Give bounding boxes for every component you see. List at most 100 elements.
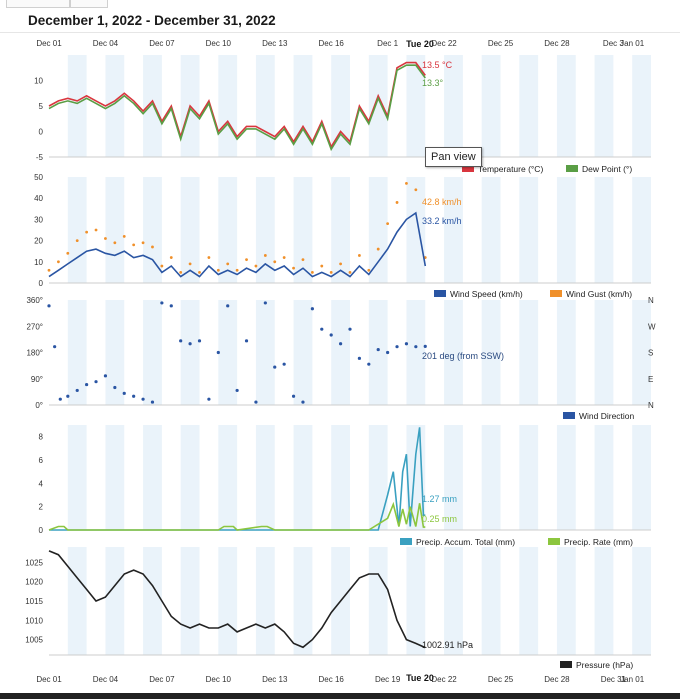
direction-point bbox=[141, 397, 145, 401]
direction-point bbox=[310, 307, 314, 311]
gust-point bbox=[113, 241, 117, 245]
y-tick-label: 50 bbox=[34, 173, 43, 182]
temperature-panel: 10 5 0 -5 13.5 °C 13.3° Tue 20 Temperature (°C)… bbox=[34, 39, 632, 174]
gust-point bbox=[104, 237, 107, 240]
shade-band bbox=[293, 547, 313, 655]
shade-band bbox=[218, 55, 238, 157]
shade-band bbox=[556, 547, 576, 655]
shade-band bbox=[218, 547, 238, 655]
gust-point bbox=[254, 264, 258, 268]
wind-direction-panel: 360° N 270° W 180° S 90° E 0° N 201 deg (from SSW)… bbox=[26, 296, 656, 421]
legend-label: Wind Speed (km/h) bbox=[450, 289, 523, 299]
x-tick-label-bottom: Dec 22 bbox=[431, 675, 457, 684]
y-tick-label: 180° bbox=[26, 349, 43, 358]
series-line-temperature-c- bbox=[48, 61, 426, 149]
gust-point bbox=[329, 271, 333, 274]
cursor-date-label-bottom: Tue 20 bbox=[406, 673, 434, 683]
shade-band bbox=[632, 425, 651, 530]
compass-label: W bbox=[648, 322, 656, 331]
shade-band bbox=[481, 177, 501, 283]
gust-point bbox=[132, 243, 136, 247]
direction-point bbox=[254, 400, 258, 404]
gust-point bbox=[160, 264, 164, 268]
direction-point bbox=[47, 304, 51, 308]
y-tick-label: 1025 bbox=[25, 558, 43, 567]
direction-point bbox=[122, 391, 126, 395]
shade-band bbox=[444, 300, 463, 405]
compass-label: S bbox=[648, 349, 653, 358]
series-line-pressure-hpa- bbox=[48, 550, 426, 649]
cursor-date-label: Tue 20 bbox=[406, 39, 434, 49]
x-tick-label-bottom: Dec 25 bbox=[488, 675, 514, 684]
direction-point bbox=[53, 345, 57, 349]
direction-point bbox=[395, 345, 399, 349]
gust-point bbox=[301, 258, 305, 262]
shade-band bbox=[143, 425, 162, 530]
gust-point bbox=[151, 245, 154, 249]
compass-label: E bbox=[648, 375, 653, 384]
shade-band bbox=[180, 547, 200, 655]
x-tick-label-bottom: Dec 19 bbox=[375, 675, 401, 684]
shade-band bbox=[519, 177, 539, 283]
y-tick-label: 10 bbox=[34, 77, 43, 86]
x-tick-label-top: Dec 07 bbox=[149, 39, 175, 48]
gust-annotation: 42.8 km/h bbox=[422, 197, 462, 207]
compass-label: N bbox=[648, 401, 654, 410]
direction-point bbox=[132, 394, 136, 398]
direction-point bbox=[263, 301, 267, 305]
legend-label: Wind Gust (km/h) bbox=[566, 289, 632, 299]
shade-band bbox=[255, 300, 275, 405]
precip-panel: 8 6 4 2 0 1.27 mm 0.25 mm Precip. Accum. Total … bbox=[39, 427, 633, 547]
shade-band bbox=[632, 300, 651, 405]
shade-band bbox=[105, 425, 125, 530]
gust-point bbox=[358, 254, 361, 257]
shade-band bbox=[556, 177, 576, 283]
direction-point bbox=[169, 304, 173, 308]
shade-band bbox=[143, 55, 162, 157]
direction-point bbox=[179, 339, 183, 343]
gust-point bbox=[57, 260, 60, 264]
y-tick-label: 1020 bbox=[25, 578, 43, 587]
y-tick-label: 10 bbox=[34, 258, 43, 267]
direction-point bbox=[329, 333, 333, 337]
direction-point bbox=[320, 327, 324, 331]
shade-band bbox=[368, 425, 388, 530]
y-tick-label: 90° bbox=[31, 375, 43, 384]
dew-annotation: 13.3° bbox=[422, 78, 444, 88]
shade-band bbox=[293, 300, 313, 405]
shade-band bbox=[368, 300, 388, 405]
shade-band bbox=[293, 177, 313, 283]
shade-band bbox=[105, 55, 125, 157]
legend-label: Precip. Rate (mm) bbox=[564, 537, 633, 547]
gust-point bbox=[179, 271, 183, 274]
direction-point bbox=[160, 301, 164, 305]
shade-band bbox=[444, 55, 463, 157]
y-tick-label: 0 bbox=[39, 128, 44, 137]
gust-point bbox=[94, 228, 98, 232]
shade-band bbox=[105, 177, 125, 283]
shade-band bbox=[331, 55, 350, 157]
shade-band bbox=[293, 55, 313, 157]
tab-right[interactable] bbox=[70, 0, 108, 8]
x-tick-label-bottom: Jan 01 bbox=[620, 675, 645, 684]
shade-band bbox=[556, 300, 576, 405]
y-tick-label: 1015 bbox=[25, 597, 43, 606]
x-tick-label-top: Dec 13 bbox=[262, 39, 288, 48]
x-tick-label-top: Dec 25 bbox=[488, 39, 514, 48]
shade-band bbox=[481, 547, 501, 655]
x-tick-label-top: Dec 28 bbox=[544, 39, 570, 48]
gust-point bbox=[292, 266, 295, 270]
y-tick-label: 0 bbox=[39, 279, 44, 288]
shade-band bbox=[444, 547, 463, 655]
compass-label: N bbox=[648, 296, 654, 305]
gust-point bbox=[75, 239, 79, 243]
x-tick-label-top: Dec 04 bbox=[93, 39, 119, 48]
direction-point bbox=[338, 342, 343, 346]
tab-left[interactable] bbox=[6, 0, 70, 8]
shade-band bbox=[368, 547, 388, 655]
page-title: December 1, 2022 - December 31, 2022 bbox=[28, 13, 276, 28]
x-tick-label-bottom: Dec 01 bbox=[36, 675, 62, 684]
shade-band bbox=[368, 55, 388, 157]
gust-point bbox=[376, 247, 380, 251]
